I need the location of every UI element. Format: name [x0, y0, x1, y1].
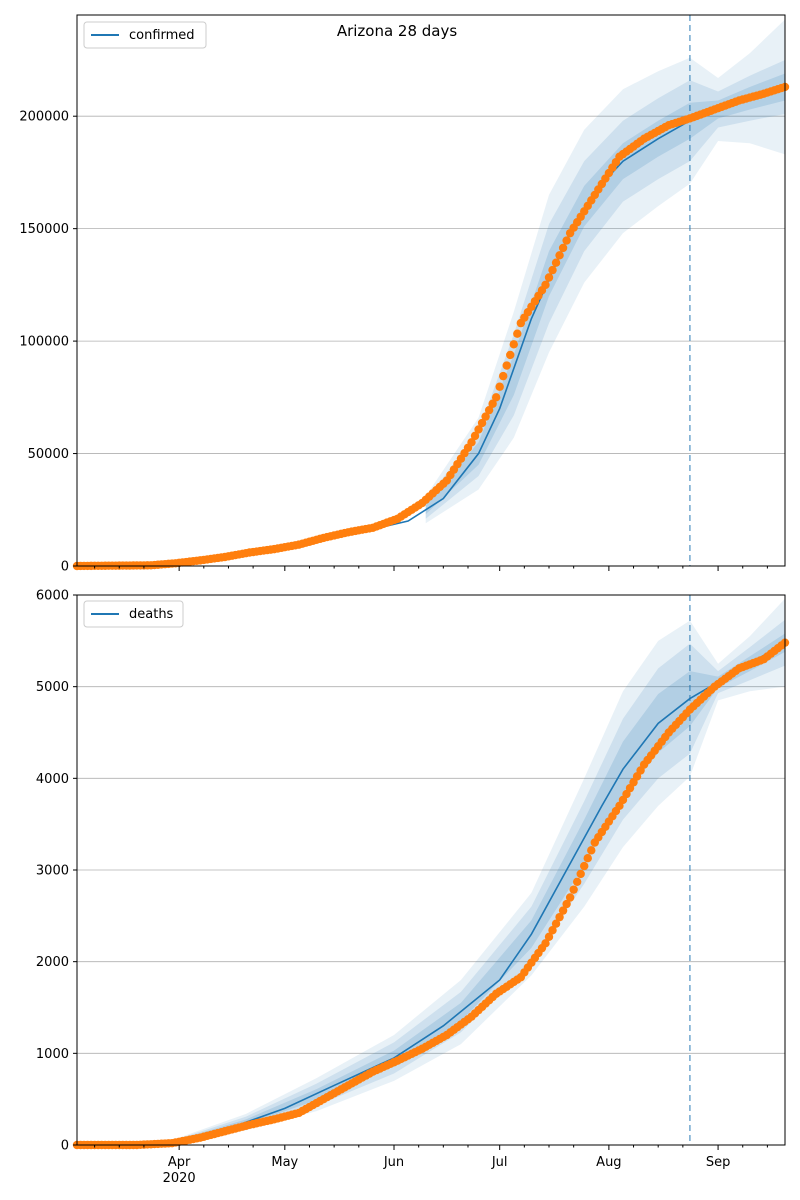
confirmed-band-mid	[425, 59, 785, 519]
confirmed-panel: 0 50000 100000 150000 200000 confirmed	[19, 14, 790, 575]
deaths-x-tick-label: Sep	[706, 1155, 731, 1170]
deaths-y-tick-label: 5000	[36, 680, 69, 695]
confirmed-observed-point	[558, 243, 568, 253]
confirmed-observed-point	[488, 399, 497, 408]
deaths-observed-point	[576, 869, 585, 879]
deaths-y-tick-label: 4000	[36, 772, 69, 787]
deaths-x-tick-label: Aug	[596, 1155, 621, 1170]
deaths-legend: deaths	[83, 600, 184, 628]
deaths-x-tick-label: May	[271, 1155, 298, 1170]
confirmed-x-ticks	[94, 566, 768, 571]
deaths-x-tick-label: Jun	[383, 1155, 404, 1170]
confirmed-observed-point	[513, 329, 522, 338]
confirmed-observed-point	[495, 382, 504, 391]
deaths-y-tick-label: 3000	[36, 864, 69, 879]
deaths-x-tick-label: 2020	[163, 1171, 196, 1186]
deaths-observed-point	[551, 919, 561, 928]
confirmed-observed-point	[544, 273, 554, 282]
confirmed-legend-box	[83, 21, 207, 49]
deaths-observed-point	[587, 846, 596, 855]
deaths-observed-point	[558, 906, 568, 915]
confirmed-gridlines	[77, 115, 785, 454]
confirmed-observed-point	[477, 418, 487, 428]
confirmed-observed-point	[551, 258, 561, 267]
deaths-band-mid	[179, 619, 786, 1143]
deaths-y-tick-label: 2000	[36, 955, 69, 970]
confirmed-observed-point	[541, 280, 550, 290]
confirmed-legend-label: confirmed	[129, 28, 195, 43]
confirmed-observed-point	[467, 438, 476, 447]
confirmed-observed-point	[506, 350, 515, 360]
deaths-observed-point	[555, 912, 564, 922]
confirmed-observed-point	[481, 412, 490, 421]
deaths-observed-point	[562, 899, 571, 909]
confirmed-y-tick-label: 200000	[19, 110, 69, 125]
deaths-y-ticks: 0 1000 2000 3000 4000 5000 6000	[36, 589, 77, 1154]
deaths-observed-points	[72, 638, 790, 1150]
deaths-band-inner	[179, 633, 786, 1142]
confirmed-observed-point	[555, 251, 564, 260]
confirmed-y-tick-label: 50000	[28, 447, 69, 462]
deaths-legend-box	[83, 600, 184, 628]
confirmed-legend: confirmed	[83, 21, 207, 49]
confirmed-observed-point	[491, 393, 501, 402]
confirmed-observed-point	[470, 431, 480, 441]
deaths-y-tick-label: 6000	[36, 589, 69, 604]
confirmed-frame	[76, 14, 786, 567]
deaths-x-tick-label: Apr	[168, 1155, 191, 1170]
confirmed-observed-point	[499, 371, 508, 381]
confirmed-y-ticks: 0 50000 100000 150000 200000	[19, 110, 77, 575]
deaths-observed-point	[544, 932, 554, 941]
figure-title: Arizona 28 days	[337, 22, 458, 40]
deaths-legend-label: deaths	[129, 607, 174, 622]
confirmed-observed-point	[562, 236, 571, 245]
confirmed-band-outer	[425, 19, 785, 524]
confirmed-y-tick-label: 0	[61, 560, 69, 575]
deaths-observed-point	[548, 926, 557, 935]
deaths-observed-point	[565, 893, 575, 902]
confirmed-observed-point	[548, 265, 557, 275]
deaths-observed-point	[580, 861, 589, 871]
deaths-x-tick-label: Jul	[491, 1155, 508, 1170]
confirmed-observed-point	[509, 340, 518, 349]
confirmed-observed-point	[484, 405, 494, 415]
deaths-y-tick-label: 1000	[36, 1047, 69, 1062]
confirmed-band-inner	[425, 73, 785, 515]
deaths-observed-point	[583, 854, 592, 863]
deaths-band-outer	[179, 598, 786, 1144]
deaths-observed-point	[572, 877, 582, 886]
deaths-uncertainty-bands	[179, 598, 786, 1144]
confirmed-axes-frame	[76, 14, 786, 567]
confirmed-y-tick-label: 150000	[19, 222, 69, 237]
confirmed-observed-points	[72, 82, 790, 571]
deaths-observed-point	[541, 939, 550, 948]
confirmed-uncertainty-bands	[425, 19, 785, 524]
deaths-observed-point	[569, 885, 578, 894]
deaths-y-tick-label: 0	[61, 1139, 69, 1154]
confirmed-observed-point	[474, 425, 483, 434]
confirmed-y-tick-label: 100000	[19, 335, 69, 350]
confirmed-observed-point	[502, 361, 511, 370]
